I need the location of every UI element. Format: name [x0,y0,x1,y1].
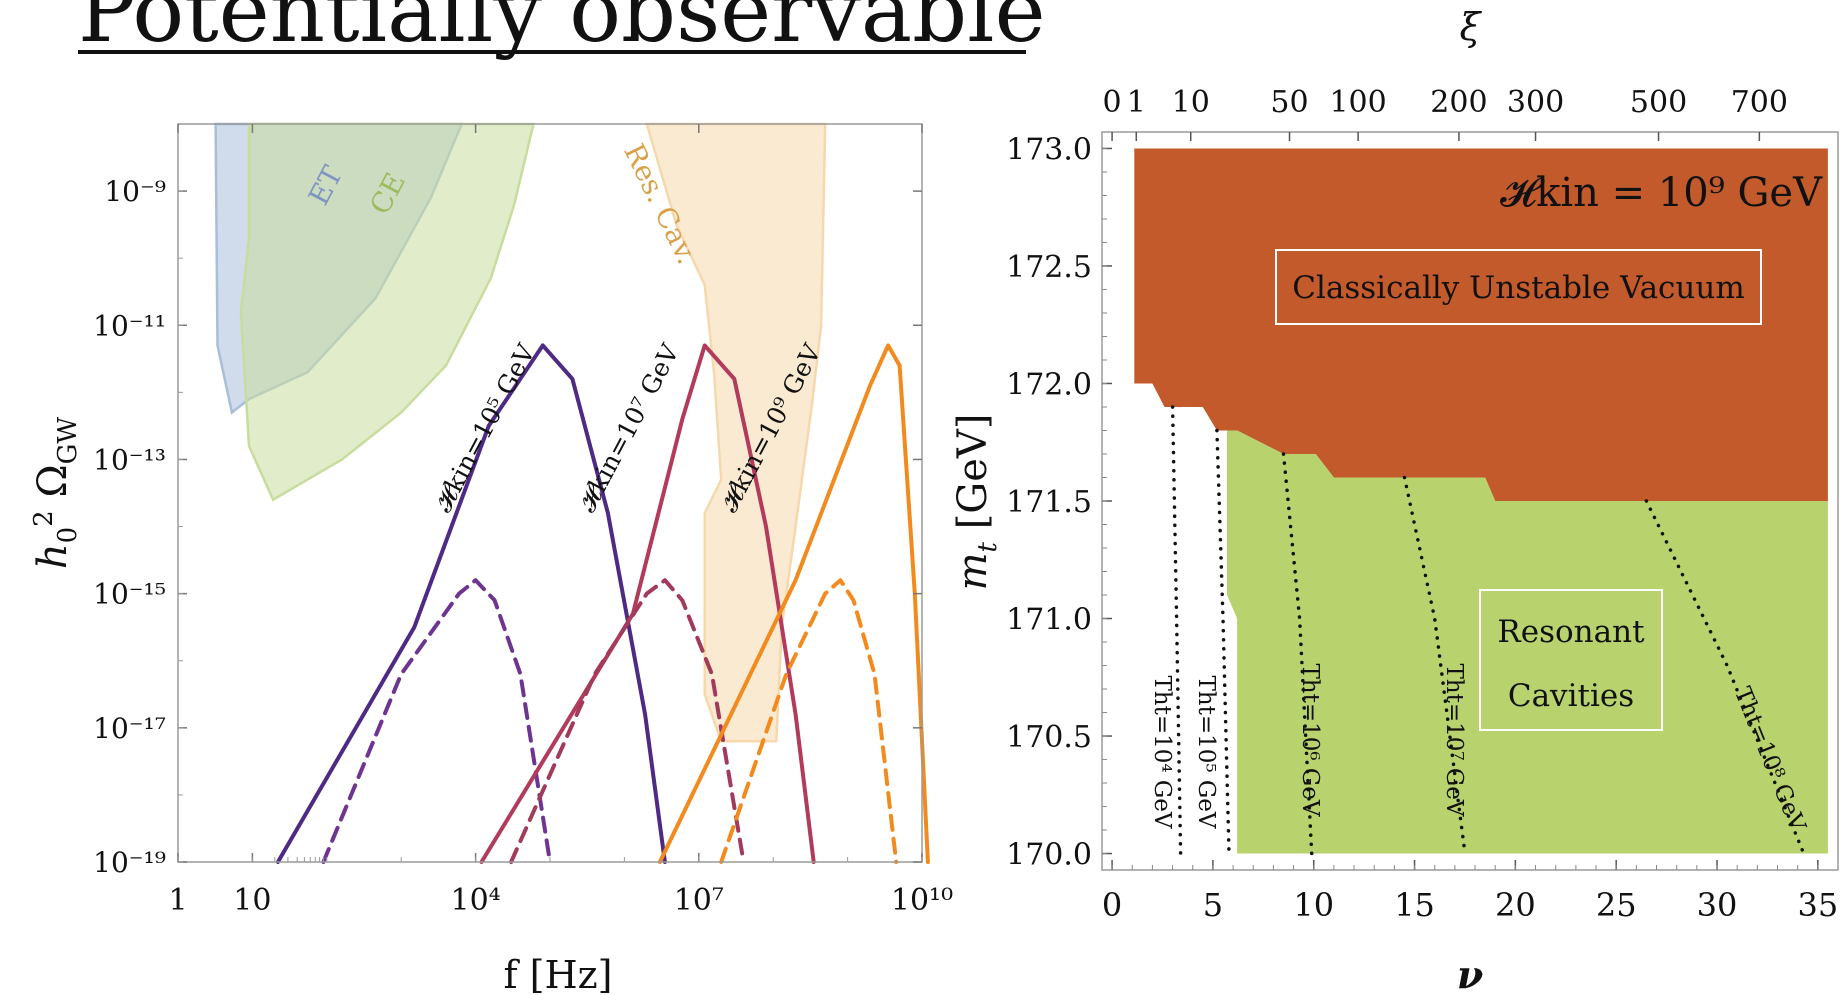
resonant-label-line2: Cavities [1508,678,1634,714]
right-y-tick-label: 172.0 [1006,367,1092,402]
dotted-line-label-3: Tht=10⁷ GeV [1441,663,1467,816]
x-tick-label: 1 [168,883,187,918]
y-axis-label: h02 ΩGW [29,417,83,570]
right-y-tick-label: 172.5 [1006,250,1092,285]
series-curve-2 [479,343,816,864]
unstable-label-text: Classically Unstable Vacuum [1292,270,1745,306]
right-x-tick-label: 0 [1102,886,1122,924]
xi-tick-label: 10 [1172,85,1210,120]
region-ce [239,122,536,502]
title-underline [78,50,1026,54]
ylabel-sub: 0 [53,527,83,544]
right-x-tick-label: 15 [1394,886,1435,924]
ylabel-m: m [950,552,996,590]
ylabel-t: t [973,541,1003,552]
ylabel-gw: GW [53,417,83,465]
xi-tick-label: 200 [1430,85,1487,120]
right-y-axis-label: mt [GeV] [950,414,1003,591]
ylabel-sup: 2 [29,510,59,527]
right-top-axis-label: ξ [1460,5,1483,49]
x-tick-label: 10¹⁰ [891,883,953,918]
xi-tick-label: 300 [1507,85,1564,120]
y-tick-label: 10⁻¹¹ [93,309,166,342]
x-tick-label: 10⁷ [674,883,724,918]
dotted-line-label-2: Tht=10⁶ GeV [1297,663,1323,816]
xi-tick-label: 700 [1731,85,1788,120]
right-y-tick-label: 173.0 [1006,132,1092,167]
xi-tick-label: 50 [1270,85,1308,120]
y-tick-label: 10⁻¹⁷ [93,712,166,745]
x-axis-label: f [Hz] [504,953,613,995]
right-x-tick-label: 25 [1596,886,1637,924]
dotted-line-label-0: Tht=10⁴ GeV [1149,675,1175,828]
right-y-tick-label: 171.5 [1006,485,1092,520]
dotted-line-label-1: Tht=10⁵ GeV [1193,675,1219,828]
y-tick-label: 10⁻¹⁵ [93,578,166,611]
resonant-label-line1: Resonant [1497,614,1645,650]
unstable-label-box [1275,249,1762,325]
xi-tick-label: 100 [1329,85,1386,120]
y-tick-label: 10⁻¹⁹ [93,846,166,879]
right-y-tick-label: 170.5 [1006,720,1092,755]
series-curve-3 [509,578,746,864]
xi-tick-label: 0 [1103,85,1122,120]
ylabel-omega: Ω [30,464,76,510]
right-x-axis-label: ν [1457,952,1483,995]
ylabel-h: h [30,543,76,569]
xi-tick-label: 500 [1630,85,1687,120]
series-curve-5 [719,578,899,864]
x-tick-label: 10⁴ [450,883,500,918]
right-y-tick-label: 171.0 [1006,603,1092,638]
right-x-tick-label: 10 [1293,886,1334,924]
right-x-tick-label: 20 [1495,886,1536,924]
region-res-cav [645,122,827,743]
dotted-line-2 [1281,452,1314,856]
xi-tick-label: 1 [1127,85,1146,120]
dotted-line-1 [1215,428,1231,856]
y-tick-label: 10⁻¹³ [93,443,166,476]
right-y-tick-label: 170.0 [1006,838,1092,873]
resonant-label-box [1479,589,1663,731]
dotted-line-4 [1644,499,1806,856]
dotted-line-3 [1402,475,1467,856]
right-x-tick-label: 35 [1797,886,1838,924]
series-curve-0 [275,343,667,864]
hkin-annotation: 𝓗kin = 10⁹ GeV [1500,170,1823,216]
ylabel-unit: [GeV] [950,414,996,542]
x-tick-label: 10 [233,883,271,918]
right-x-tick-label: 5 [1203,886,1223,924]
region-resonant-cavities [1227,430,1828,854]
y-tick-label: 10⁻⁹ [104,175,166,208]
series-curve-1 [321,578,552,864]
right-x-tick-label: 30 [1697,886,1738,924]
